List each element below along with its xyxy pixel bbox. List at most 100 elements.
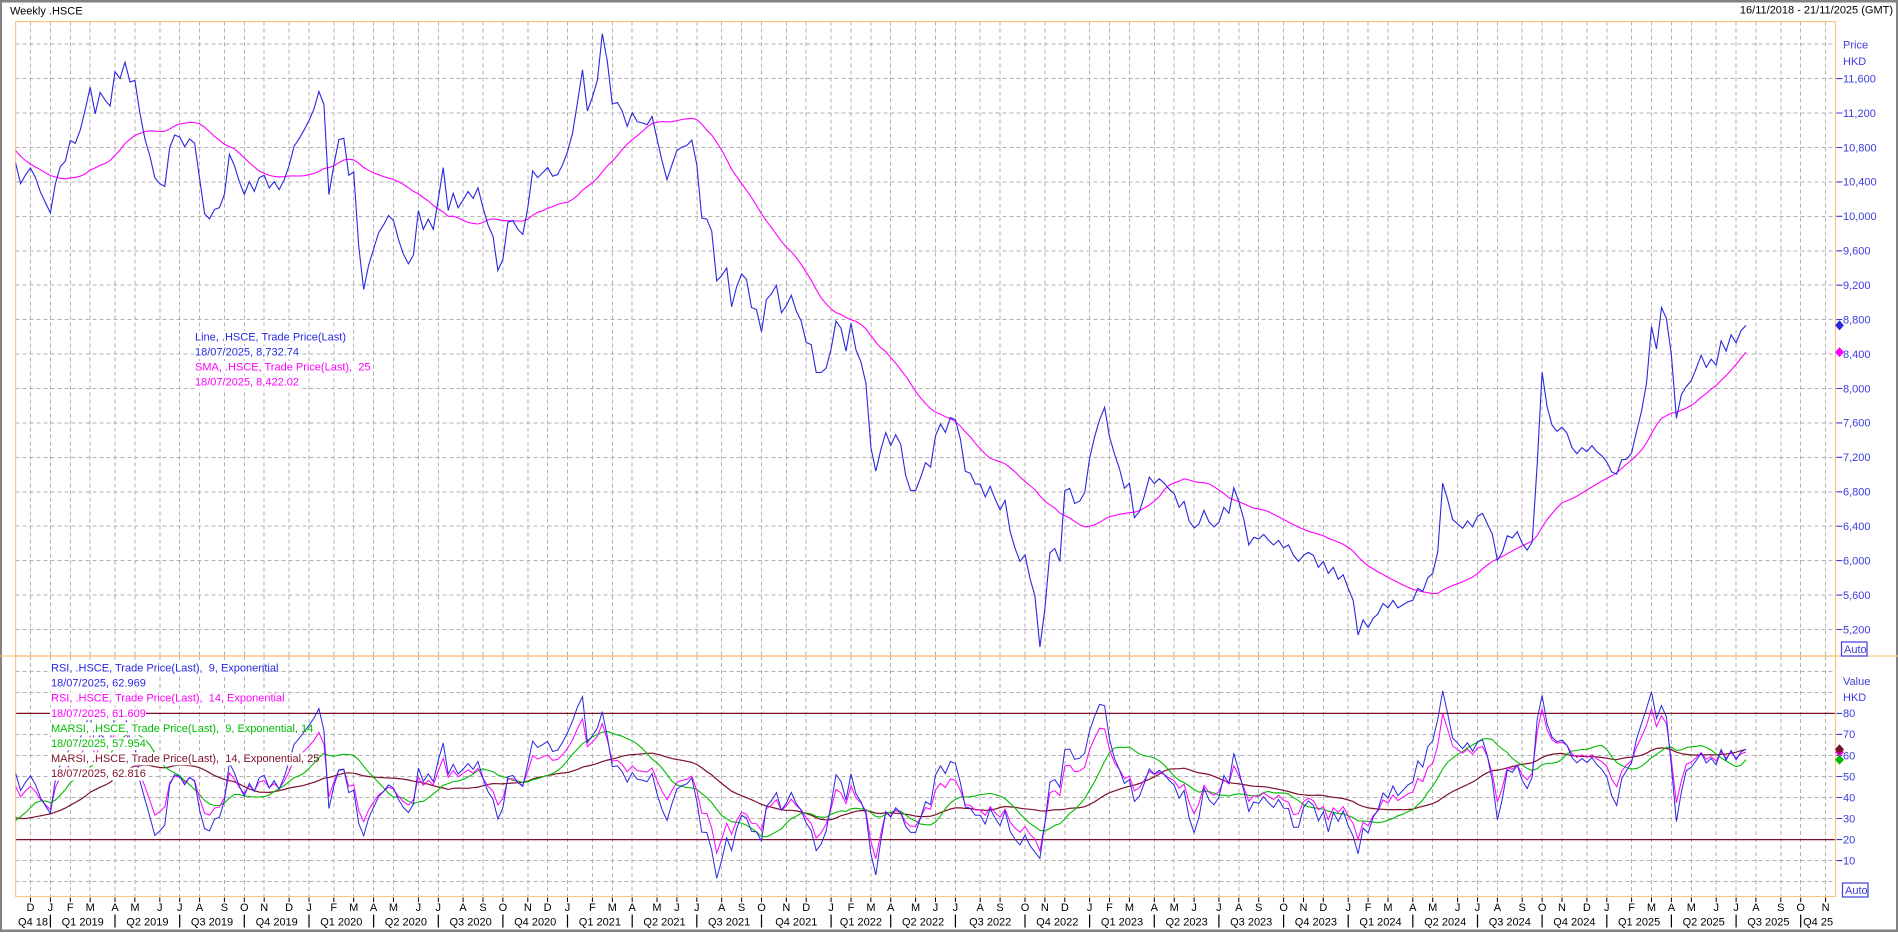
svg-text:Q4 18: Q4 18: [18, 917, 48, 929]
svg-text:A: A: [1752, 902, 1760, 914]
svg-text:D: D: [544, 902, 552, 914]
svg-text:A: A: [1235, 902, 1243, 914]
svg-text:Q2 2022: Q2 2022: [902, 917, 944, 929]
svg-text:S: S: [479, 902, 486, 914]
svg-text:Line, .HSCE, Trade Price(Last): Line, .HSCE, Trade Price(Last): [195, 332, 346, 344]
svg-text:Auto: Auto: [1844, 644, 1867, 656]
svg-text:N: N: [782, 902, 790, 914]
svg-text:M: M: [86, 902, 95, 914]
svg-text:J: J: [1733, 902, 1739, 914]
svg-text:70: 70: [1843, 729, 1855, 741]
svg-text:Q1 2020: Q1 2020: [320, 917, 362, 929]
svg-text:18/07/2025, 62.969: 18/07/2025, 62.969: [51, 678, 146, 690]
svg-text:M: M: [866, 902, 875, 914]
svg-text:Q2 2025: Q2 2025: [1683, 917, 1725, 929]
svg-text:J: J: [436, 902, 442, 914]
svg-text:J: J: [306, 902, 312, 914]
svg-text:7,200: 7,200: [1843, 452, 1871, 464]
svg-text:M: M: [1428, 902, 1437, 914]
svg-text:J: J: [1604, 902, 1610, 914]
svg-text:6,000: 6,000: [1843, 555, 1871, 567]
svg-text:D: D: [285, 902, 293, 914]
svg-text:Weekly .HSCE: Weekly .HSCE: [10, 6, 83, 18]
svg-text:A: A: [1668, 902, 1676, 914]
svg-text:J: J: [674, 902, 680, 914]
svg-text:Q4 25: Q4 25: [1803, 917, 1833, 929]
svg-text:8,000: 8,000: [1843, 383, 1871, 395]
svg-text:J: J: [933, 902, 939, 914]
svg-text:J: J: [828, 902, 834, 914]
svg-text:N: N: [1300, 902, 1308, 914]
svg-text:O: O: [499, 902, 508, 914]
svg-text:Q2 2019: Q2 2019: [126, 917, 168, 929]
svg-text:Q3 2023: Q3 2023: [1230, 917, 1272, 929]
svg-text:5,600: 5,600: [1843, 590, 1871, 602]
svg-text:M: M: [1125, 902, 1134, 914]
svg-text:M: M: [911, 902, 920, 914]
svg-text:60: 60: [1843, 750, 1855, 762]
svg-text:SMA, .HSCE, Trade Price(Last),: SMA, .HSCE, Trade Price(Last), 25: [195, 362, 370, 374]
svg-text:5,200: 5,200: [1843, 624, 1871, 636]
svg-text:A: A: [1409, 902, 1417, 914]
svg-text:O: O: [1796, 902, 1805, 914]
svg-text:10,800: 10,800: [1843, 142, 1877, 154]
svg-text:F: F: [1628, 902, 1635, 914]
svg-text:Q1 2022: Q1 2022: [840, 917, 882, 929]
svg-text:Q1 2024: Q1 2024: [1359, 917, 1401, 929]
svg-text:Q2 2021: Q2 2021: [643, 917, 685, 929]
svg-text:D: D: [1583, 902, 1591, 914]
svg-text:M: M: [1383, 902, 1392, 914]
svg-text:Q3 2025: Q3 2025: [1747, 917, 1789, 929]
svg-text:11,200: 11,200: [1843, 108, 1876, 120]
svg-text:40: 40: [1843, 792, 1855, 804]
svg-text:9,200: 9,200: [1843, 280, 1871, 292]
svg-text:30: 30: [1843, 813, 1855, 825]
svg-text:J: J: [1216, 902, 1222, 914]
svg-text:Q3 2024: Q3 2024: [1489, 917, 1531, 929]
svg-text:F: F: [1106, 902, 1113, 914]
svg-text:J: J: [565, 902, 571, 914]
svg-text:J: J: [1191, 902, 1197, 914]
svg-text:80: 80: [1843, 708, 1855, 720]
svg-text:18/07/2025, 57.954: 18/07/2025, 57.954: [51, 738, 146, 750]
svg-text:MARSI, .HSCE, Trade Price(Last: MARSI, .HSCE, Trade Price(Last), 9, Expo…: [51, 723, 313, 735]
svg-text:Q1 2021: Q1 2021: [579, 917, 621, 929]
svg-text:O: O: [757, 902, 766, 914]
svg-text:RSI, .HSCE, Trade Price(Last),: RSI, .HSCE, Trade Price(Last), 9, Expone…: [51, 663, 278, 675]
svg-text:18/07/2025, 62.816: 18/07/2025, 62.816: [51, 768, 146, 780]
svg-text:M: M: [1647, 902, 1656, 914]
svg-text:A: A: [459, 902, 467, 914]
svg-text:6,800: 6,800: [1843, 487, 1871, 499]
svg-text:Value: Value: [1843, 676, 1870, 688]
svg-text:7,600: 7,600: [1843, 418, 1871, 430]
svg-text:A: A: [111, 902, 119, 914]
svg-text:Q3 2019: Q3 2019: [191, 917, 233, 929]
svg-text:Q1 2023: Q1 2023: [1101, 917, 1143, 929]
svg-text:20: 20: [1843, 834, 1855, 846]
svg-text:J: J: [48, 902, 54, 914]
svg-text:10,000: 10,000: [1843, 211, 1877, 223]
svg-text:J: J: [416, 902, 422, 914]
svg-text:S: S: [1519, 902, 1526, 914]
svg-text:F: F: [330, 902, 337, 914]
svg-text:S: S: [221, 902, 228, 914]
svg-text:J: J: [953, 902, 959, 914]
svg-text:S: S: [996, 902, 1003, 914]
svg-text:M: M: [652, 902, 661, 914]
svg-text:O: O: [1021, 902, 1030, 914]
svg-text:HKD: HKD: [1843, 692, 1866, 704]
svg-text:18/07/2025, 61.609: 18/07/2025, 61.609: [51, 708, 146, 720]
svg-text:Q4 2021: Q4 2021: [775, 917, 817, 929]
svg-text:M: M: [389, 902, 398, 914]
svg-text:M: M: [608, 902, 617, 914]
svg-text:A: A: [718, 902, 726, 914]
svg-text:J: J: [1087, 902, 1093, 914]
svg-text:Q3 2021: Q3 2021: [708, 917, 750, 929]
svg-text:J: J: [1345, 902, 1351, 914]
svg-text:N: N: [1822, 902, 1830, 914]
svg-text:F: F: [1365, 902, 1372, 914]
svg-text:Q4 2022: Q4 2022: [1036, 917, 1078, 929]
svg-text:O: O: [1279, 902, 1288, 914]
svg-text:J: J: [1455, 902, 1461, 914]
svg-text:HKD: HKD: [1843, 56, 1866, 68]
